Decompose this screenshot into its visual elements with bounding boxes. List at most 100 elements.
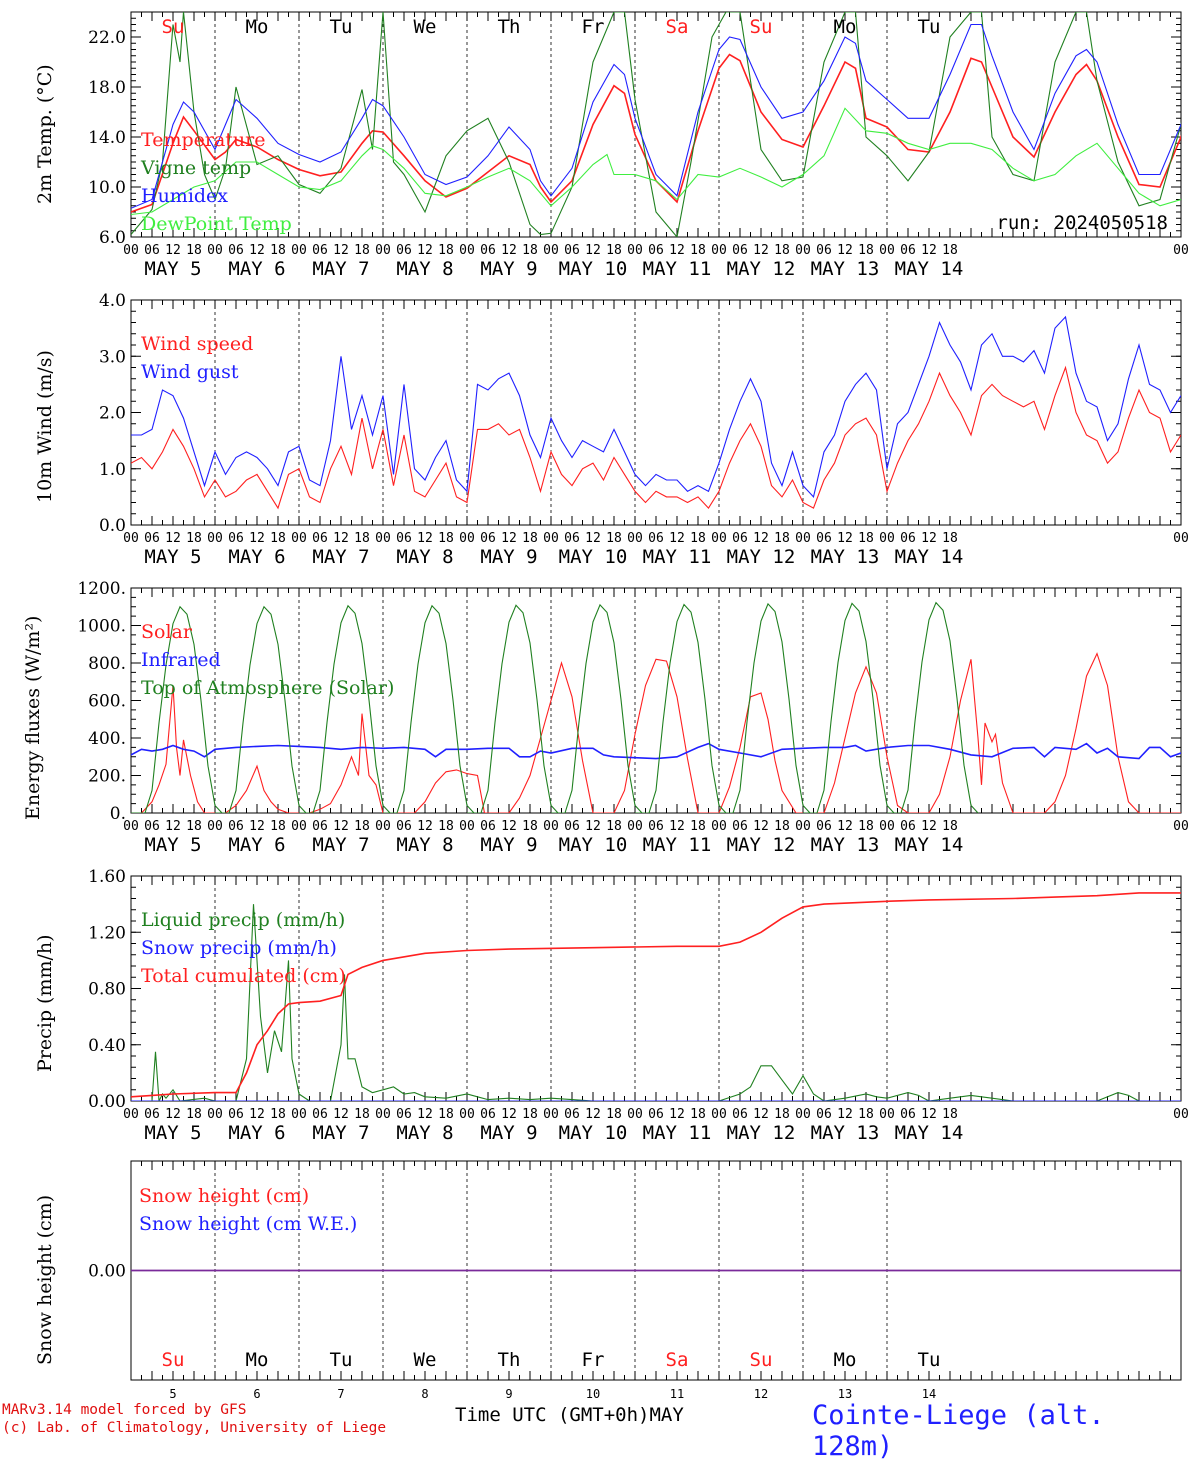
legend-infrared: Infrared [141,649,221,671]
x-hour-label: 00 [543,243,559,258]
x-hour-label: 00 [1173,1107,1189,1122]
x-hour-label: 00 [291,1107,307,1122]
x-day-label: MAY 11 [643,546,712,568]
x-hour-label: 18 [606,243,622,258]
x-hour-label: 06 [900,1107,916,1122]
y-tick-label: 1200. [77,579,126,599]
x-hour-label: 06 [816,531,832,546]
weekday-label-top: Su [750,16,773,38]
x-day-label: MAY 14 [895,1122,964,1144]
x-hour-label: 12 [417,243,433,258]
x-hour-label: 12 [669,1107,685,1122]
legend-snow-height-cm-: Snow height (cm) [139,1185,309,1207]
weekday-label-bottom: Mo [834,1349,857,1371]
x-hour-label: 18 [522,1107,538,1122]
x-hour-label: 00 [459,819,475,834]
x-day-label: MAY 5 [144,546,201,568]
legend-top-of-atmosphere-solar-: Top of Atmosphere (Solar) [141,677,394,699]
x-hour-label: 06 [396,1107,412,1122]
x-hour-label: 00 [879,819,895,834]
y-tick-label: 6.0 [99,228,126,248]
temp-y-axis-label: 2m Temp. (°C) [34,64,56,204]
x-hour-label: 06 [732,1107,748,1122]
legend-temperature: Temperature [141,129,265,151]
legend-snow-precip-mm-h-: Snow precip (mm/h) [141,937,337,959]
legend-wind-gust: Wind gust [141,361,239,383]
x-hour-label: 12 [921,1107,937,1122]
x-hour-label: 06 [648,243,664,258]
x-hour-label: 00 [543,819,559,834]
x-day-label: MAY 12 [727,546,796,568]
x-day-label: MAY 6 [228,258,285,280]
x-day-label: MAY 5 [144,1122,201,1144]
x-hour-label: 12 [165,243,181,258]
x-hour-label: 06 [144,531,160,546]
y-tick-label: 400. [88,729,126,749]
x-day-label: MAY 7 [312,834,369,856]
station-title: Cointe-Liege (alt. 128m) [812,1400,1105,1462]
x-hour-label: 18 [438,1107,454,1122]
x-hour-label: 00 [711,819,727,834]
x-hour-label: 00 [627,243,643,258]
x-hour-label: 12 [249,243,265,258]
x-day-label: MAY 14 [895,834,964,856]
bottom-day-number: 10 [586,1387,600,1401]
x-day-label: MAY 12 [727,1122,796,1144]
y-tick-label: 0.40 [88,1036,126,1056]
x-day-label: MAY 6 [228,546,285,568]
x-hour-label: 18 [270,819,286,834]
wind-panel [130,299,1182,526]
x-hour-label: 00 [795,531,811,546]
x-hour-label: 06 [564,531,580,546]
x-hour-label: 12 [753,1107,769,1122]
series-solar [131,652,1181,813]
x-hour-label: 18 [438,819,454,834]
x-hour-label: 12 [501,1107,517,1122]
legend-total-cumulated-cm-: Total cumulated (cm) [141,965,346,987]
x-hour-label: 00 [207,243,223,258]
x-hour-label: 06 [396,819,412,834]
snow-y-axis-label: Snow height (cm) [34,1194,56,1365]
x-hour-label: 06 [144,243,160,258]
x-day-label: MAY 6 [228,1122,285,1144]
y-tick-label: 2.0 [99,404,126,424]
x-hour-label: 18 [522,819,538,834]
x-hour-label: 18 [774,531,790,546]
x-hour-label: 12 [669,243,685,258]
x-hour-label: 12 [585,1107,601,1122]
x-hour-label: 12 [165,1107,181,1122]
x-hour-label: 00 [543,531,559,546]
x-day-label: MAY 12 [727,258,796,280]
x-hour-label: 00 [123,819,139,834]
x-hour-label: 12 [837,1107,853,1122]
x-hour-label: 00 [879,243,895,258]
temperature-frame [130,11,1182,238]
x-hour-label: 06 [396,531,412,546]
y-tick-label: 0.00 [88,1262,126,1282]
x-hour-label: 12 [417,1107,433,1122]
x-hour-label: 12 [501,531,517,546]
x-hour-label: 12 [501,819,517,834]
x-hour-label: 12 [417,819,433,834]
x-hour-label: 18 [354,531,370,546]
x-hour-label: 06 [564,1107,580,1122]
y-tick-label: 22.0 [88,28,126,48]
y-tick-label: 4.0 [99,291,126,311]
wind-y-axis-label: 10m Wind (m/s) [34,350,56,503]
weekday-label-bottom: Th [498,1349,521,1371]
x-hour-label: 06 [144,819,160,834]
x-hour-label: 06 [900,243,916,258]
x-day-label: MAY 7 [312,258,369,280]
weekday-label-top: Mo [834,16,857,38]
x-hour-label: 18 [438,243,454,258]
series-top-of-atmosphere-solar- [131,601,979,813]
x-hour-label: 12 [921,819,937,834]
x-hour-label: 06 [564,819,580,834]
x-hour-label: 18 [690,819,706,834]
y-tick-label: 1.60 [88,867,126,887]
x-day-label: MAY 13 [811,258,880,280]
x-day-label: MAY 12 [727,834,796,856]
x-hour-label: 12 [417,531,433,546]
x-hour-label: 18 [774,819,790,834]
bottom-day-number: 5 [169,1387,176,1401]
